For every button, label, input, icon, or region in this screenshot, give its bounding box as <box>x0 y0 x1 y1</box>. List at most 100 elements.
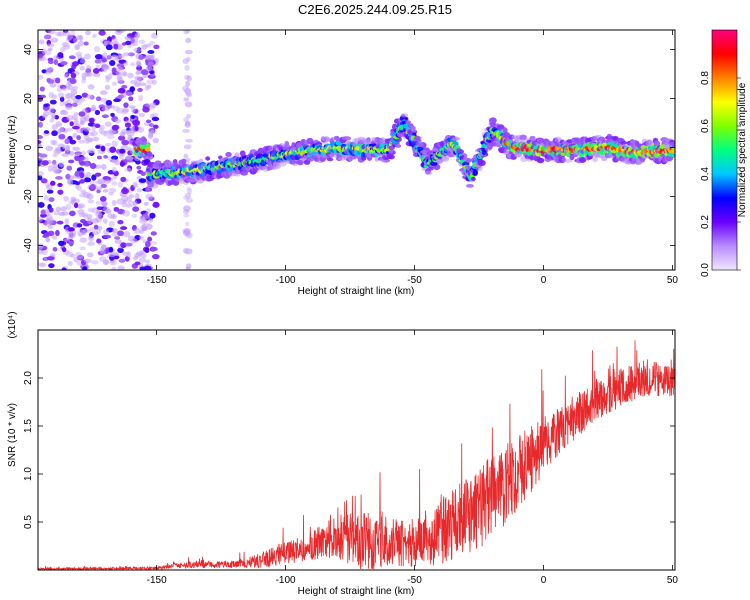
heatmap-cell-540 <box>70 253 75 258</box>
heatmap-cell-836 <box>147 61 155 68</box>
heatmap-cell-1214 <box>186 178 195 183</box>
heatmap-cell-526 <box>68 240 75 246</box>
heatmap-cell-618 <box>130 106 136 113</box>
heatmap-cell-527 <box>59 57 65 62</box>
heatmap-cell-595 <box>111 266 117 270</box>
heatmap-cell-1431 <box>233 171 241 177</box>
heatmap-cell-866 <box>59 101 65 106</box>
heatmap-cell-949 <box>185 192 191 199</box>
colorbar-frame <box>711 29 738 271</box>
heatmap-cell-3441 <box>665 156 673 162</box>
heatmap-cell-610 <box>147 127 155 133</box>
heatmap-cell-744 <box>101 107 107 111</box>
heatmap-cell-763 <box>123 62 129 66</box>
heatmap-cell-599 <box>120 176 127 182</box>
heatmap-cell-622 <box>67 34 72 41</box>
colorbar: 0.0 0.2 0.4 0.6 0.8 Normalized spectral ampl… <box>700 29 748 277</box>
heatmap-cell-1000 <box>141 138 148 142</box>
heatmap-cell-843 <box>113 98 121 103</box>
heatmap-cell-511 <box>143 201 149 206</box>
heatmap-cell-698 <box>40 209 46 215</box>
heatmap-cell-372 <box>55 229 60 237</box>
heatmap-cell-499 <box>47 66 54 71</box>
heatmap-cell-655 <box>126 251 132 258</box>
heatmap-cell-815 <box>86 149 92 154</box>
heatmap-cell-565 <box>51 130 58 137</box>
heatmap-cell-734 <box>124 35 132 41</box>
heatmap-cell-3080 <box>592 156 598 163</box>
heatmap-cell-2836 <box>536 157 545 164</box>
heatmap-cell-756 <box>48 30 56 35</box>
heatmap-cell-677 <box>87 241 95 246</box>
heatmap-cell-706 <box>38 217 43 223</box>
heatmap-cell-317 <box>151 32 158 39</box>
heatmap-cell-1390 <box>225 151 232 157</box>
heatmap-cell-1286 <box>205 156 211 161</box>
colorbar-tick-label-3: 0.6 <box>700 119 711 133</box>
heatmap-cell-662 <box>100 130 107 136</box>
heatmap-cell-787 <box>83 258 92 264</box>
heatmap-cell-1714 <box>297 159 304 166</box>
heatmap-cell-533 <box>61 211 70 216</box>
heatmap-x-tick-label-0: -150 <box>147 275 167 286</box>
heatmap-cell-754 <box>127 235 135 242</box>
heatmap-cell-2510 <box>465 183 474 188</box>
colorbar-ramp <box>712 30 737 270</box>
heatmap-cell-569 <box>101 200 108 207</box>
heatmap-cell-349 <box>38 171 44 177</box>
colorbar-ticks: 0.0 0.2 0.4 0.6 0.8 <box>700 71 741 277</box>
heatmap-cell-782 <box>130 114 136 119</box>
heatmap-cell-889 <box>56 220 64 225</box>
heatmap-cell-678 <box>51 115 56 120</box>
heatmap-cell-656 <box>63 238 71 243</box>
heatmap-cell-661 <box>86 214 93 219</box>
heatmap-cell-362 <box>94 109 101 116</box>
heatmap-cell-481 <box>119 153 125 160</box>
heatmap-cell-788 <box>76 254 84 260</box>
heatmap-cell-869 <box>52 153 58 158</box>
heatmap-cell-406 <box>113 206 120 212</box>
heatmap-cell-1023 <box>147 182 154 188</box>
heatmap-cell-611 <box>122 230 131 238</box>
heatmap-cell-14 <box>95 96 102 102</box>
heatmap-cell-845 <box>89 162 97 170</box>
heatmap-cell-917 <box>185 266 191 270</box>
heatmap-cell-174 <box>135 193 140 200</box>
heatmap-cell-755 <box>133 228 141 235</box>
heatmap-cell-752 <box>79 246 86 251</box>
heatmap-cell-523 <box>75 51 83 57</box>
heatmap-cell-532 <box>38 201 45 208</box>
heatmap-cell-883 <box>126 203 132 208</box>
heatmap-cell-2296 <box>420 149 429 155</box>
heatmap-cell-759 <box>95 145 101 149</box>
heatmap-cell-879 <box>146 84 152 89</box>
heatmap-cell-890 <box>125 40 132 46</box>
heatmap-cell-877 <box>74 155 81 162</box>
heatmap-cell-2080 <box>374 156 380 162</box>
heatmap-cell-292 <box>72 98 80 104</box>
heatmap-cell-1460 <box>240 170 249 176</box>
heatmap-cell-494 <box>154 57 159 63</box>
heatmap-cell-1844 <box>323 136 331 143</box>
heatmap-cell-416 <box>85 30 92 36</box>
heatmap-cell-942 <box>183 153 189 159</box>
heatmap-cell-876 <box>106 55 112 60</box>
heatmap-cell-555 <box>150 246 158 252</box>
heatmap-cell-915 <box>182 128 190 133</box>
heatmap-cell-366 <box>84 53 91 60</box>
heatmap-cell-714 <box>46 77 52 83</box>
heatmap-cell-278 <box>79 218 87 224</box>
heatmap-cell-760 <box>41 160 49 166</box>
heatmap-cell-1930 <box>345 135 351 141</box>
heatmap-cell-231 <box>68 55 76 60</box>
heatmap-cell-885 <box>86 94 93 100</box>
heatmap-cell-887 <box>94 123 101 128</box>
heatmap-cell-685 <box>70 199 76 205</box>
heatmap-cell-854 <box>38 262 45 267</box>
heatmap-cell-852 <box>86 193 94 200</box>
heatmap-cell-396 <box>85 68 92 74</box>
heatmap-cell-849 <box>66 231 73 236</box>
heatmap-cell-2620 <box>490 121 497 128</box>
snr-y-tick-label-3: 2.0 <box>23 371 34 385</box>
heatmap-cell-65 <box>39 86 45 92</box>
